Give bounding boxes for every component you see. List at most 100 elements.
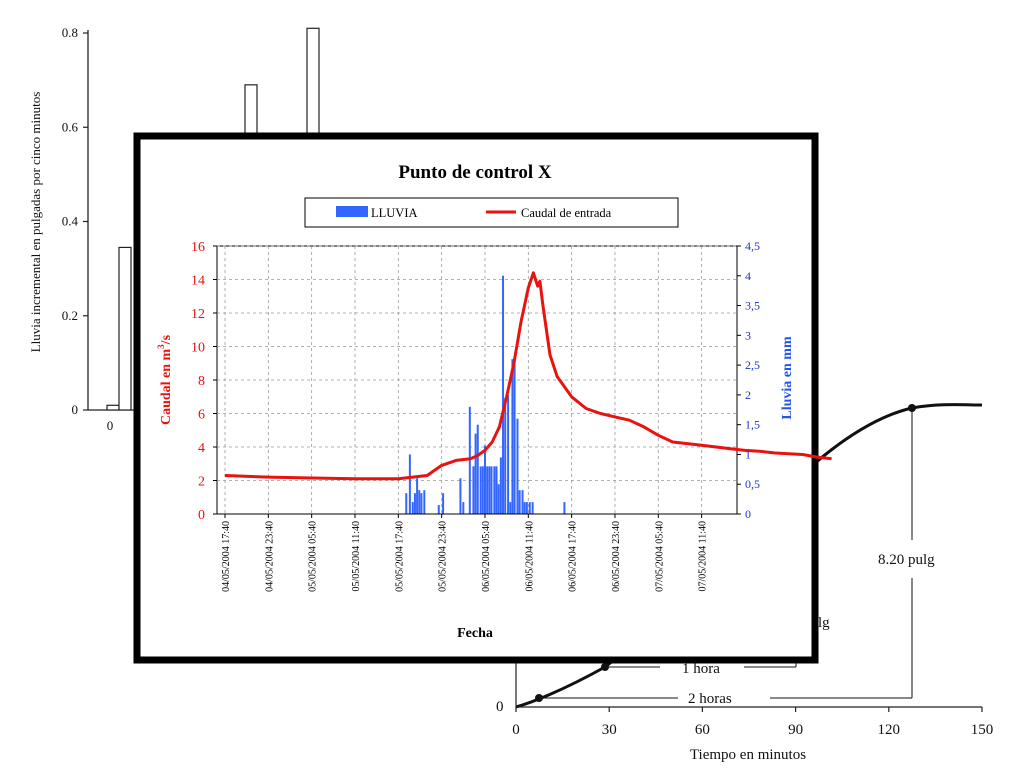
lluvia-bar <box>497 484 500 514</box>
lluvia-bar <box>531 502 534 514</box>
caudal-series-line <box>224 271 832 481</box>
lluvia-bar <box>474 433 477 514</box>
lluvia-bar <box>511 359 514 514</box>
lluvia-bar <box>479 466 482 514</box>
x-tick-label: 05/05/2004 11:40 <box>351 521 362 591</box>
lluvia-bar <box>459 478 462 514</box>
lluvia-bar <box>521 490 524 514</box>
chart-panel: Punto de control X LLUVIA Caudal de entr… <box>133 132 832 664</box>
y2-tick-label: 4 <box>745 269 751 283</box>
y-tick-label: 10 <box>191 341 205 356</box>
lluvia-bar <box>523 502 526 514</box>
bg-left-y-tick-label: 0.8 <box>62 25 78 40</box>
lluvia-bar <box>423 490 426 514</box>
y-tick-label: 6 <box>198 408 205 423</box>
y2-tick-label: 3 <box>745 328 751 342</box>
lluvia-bar <box>502 275 505 514</box>
lluvia-bar <box>481 466 484 514</box>
y-axis-title: Caudal en m3/s <box>156 334 174 425</box>
lluvia-bar <box>418 490 421 514</box>
bg-two-hours-label: 2 horas <box>688 691 732 707</box>
legend: LLUVIA Caudal de entrada <box>304 197 679 228</box>
x-tick-label: 06/05/2004 23:40 <box>611 521 622 592</box>
y2-tick-label: 1,5 <box>745 418 760 432</box>
lluvia-bar <box>488 466 491 514</box>
bg-x-tick-label: 60 <box>695 722 710 738</box>
bg-x-tick-label: 150 <box>971 722 994 738</box>
lluvia-bar <box>416 478 419 514</box>
y-tick-label: 14 <box>191 274 205 289</box>
legend-lluvia-swatch <box>336 206 368 217</box>
bg-one-hour-label: 1 hora <box>682 661 720 677</box>
bg-x-tick-label: 90 <box>788 722 803 738</box>
y-axis-title-part1: Caudal en m <box>159 348 174 425</box>
bg-left-bar <box>106 404 120 411</box>
lluvia-bar <box>509 502 512 514</box>
y-tick-label: 16 <box>191 240 205 255</box>
y-axis-title-superscript: 3 <box>156 344 166 349</box>
bg-x-tick-label: 30 <box>602 722 617 738</box>
lluvia-bar <box>507 394 510 514</box>
lluvia-bar <box>468 406 471 514</box>
bg-x-tick-label: 120 <box>878 722 901 738</box>
x-tick-label: 04/05/2004 23:40 <box>264 521 275 592</box>
lluvia-bar <box>525 502 528 514</box>
x-tick-label: 06/05/2004 11:40 <box>524 521 535 591</box>
lluvia-bar <box>495 466 498 514</box>
lluvia-bar <box>405 493 408 514</box>
bg-left-bar <box>118 246 132 411</box>
lluvia-bar <box>472 466 475 514</box>
lluvia-bar <box>476 424 479 514</box>
lluvia-bar <box>563 502 566 514</box>
bg-left-x-tick: 0 <box>107 418 114 433</box>
x-tick-label: 04/05/2004 17:40 <box>221 521 232 592</box>
x-tick-label: 05/05/2004 17:40 <box>394 521 405 592</box>
lluvia-bar <box>411 502 414 514</box>
x-tick-label: 07/05/2004 05:40 <box>654 521 665 592</box>
x-tick-label: 06/05/2004 17:40 <box>568 521 579 592</box>
bg-partial-label: lg <box>818 615 830 631</box>
bg-left-y-tick-label: 0.2 <box>62 308 78 323</box>
lluvia-bar <box>499 457 502 514</box>
lluvia-bar <box>528 502 531 514</box>
y2-tick-label: 2 <box>745 388 751 402</box>
bg-total-label: 8.20 pulg <box>878 552 935 568</box>
y-tick-label: 0 <box>198 508 205 523</box>
y-tick-label: 2 <box>198 475 205 490</box>
bg-label-mask <box>870 540 954 578</box>
bg-left-y-tick-label: 0.4 <box>62 214 79 229</box>
lluvia-bar <box>413 493 416 514</box>
bg-y-zero-label: 0 <box>496 699 504 715</box>
chart-title: Punto de control X <box>398 162 552 183</box>
y2-axis-title: Lluvia en mm <box>780 336 795 420</box>
y2-tick-label: 2,5 <box>745 358 760 372</box>
legend-caudal-label: Caudal de entrada <box>521 206 612 220</box>
lluvia-bar <box>437 505 440 514</box>
lluvia-bar <box>518 490 521 514</box>
x-tick-label: 06/05/2004 05:40 <box>481 521 492 592</box>
lluvia-bar <box>504 397 507 514</box>
lluvia-bar <box>490 466 493 514</box>
bg-left-y-tick-label: 0.6 <box>62 119 79 134</box>
lluvia-bar <box>516 418 519 514</box>
lluvia-bar <box>442 493 445 514</box>
y-axis-title-part2: /s <box>159 334 174 345</box>
y-tick-label: 8 <box>198 374 205 389</box>
legend-lluvia-label: LLUVIA <box>371 206 418 220</box>
lluvia-bar <box>486 466 489 514</box>
x-tick-label: 05/05/2004 05:40 <box>308 521 319 592</box>
lluvia-bar <box>408 454 411 514</box>
bg-left-y-tick-label: 0 <box>72 402 79 417</box>
bg-left-y-axis-title: Lluvia incremental en pulgadas por cinco… <box>28 92 43 353</box>
y-tick-label: 12 <box>191 307 205 322</box>
x-tick-label: 07/05/2004 11:40 <box>698 521 709 591</box>
bg-x-axis-title: Tiempo en minutos <box>690 747 806 763</box>
y2-tick-label: 0 <box>745 507 751 521</box>
y2-tick-label: 4,5 <box>745 239 760 253</box>
bg-x-tick-label: 0 <box>512 722 520 738</box>
y2-tick-label: 1 <box>745 447 751 461</box>
x-tick-label: 05/05/2004 23:40 <box>438 521 449 592</box>
lluvia-bar <box>493 466 496 514</box>
lluvia-bar <box>513 356 516 514</box>
